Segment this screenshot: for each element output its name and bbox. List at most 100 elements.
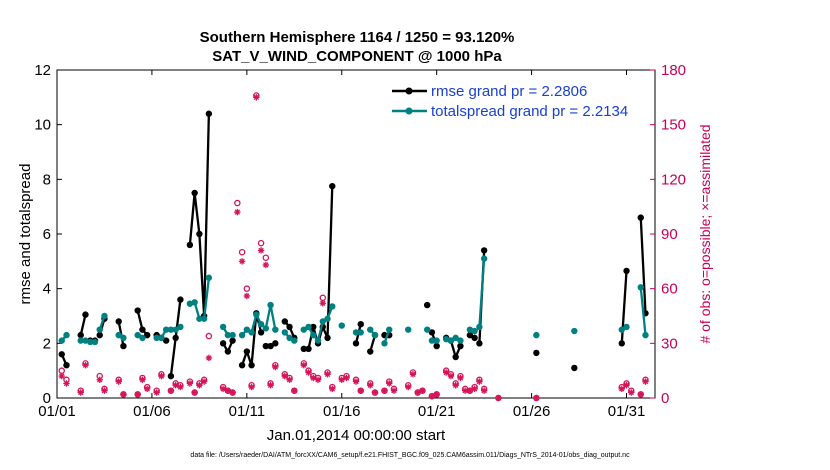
- totalspread-point: [642, 331, 649, 339]
- totalspread-point: [101, 312, 108, 320]
- obs-assimilated-point: [248, 383, 255, 391]
- rmse-point: [305, 345, 312, 352]
- totalspread-point: [452, 334, 459, 342]
- obs-assimilated-point: [390, 387, 398, 394]
- totalspread-point: [96, 326, 103, 333]
- rmse-point: [172, 334, 179, 342]
- obs-assimilated-point: [153, 389, 160, 396]
- obs-assimilated-point: [262, 261, 270, 269]
- obs-assimilated-point: [442, 369, 450, 376]
- totalspread-point: [172, 326, 179, 333]
- rmse-point: [286, 323, 293, 331]
- totalspread-point: [405, 326, 412, 333]
- rmse-point: [191, 189, 198, 197]
- rmse-point: [167, 372, 175, 380]
- rmse-point: [300, 345, 307, 352]
- totalspread-point: [219, 323, 227, 331]
- totalspread-point: [433, 337, 440, 344]
- obs-assimilated-point: [352, 378, 360, 385]
- rmse-line-segment: [639, 217, 647, 314]
- totalspread-point: [381, 340, 388, 347]
- obs-assimilated-markers: [58, 94, 649, 402]
- totalspread-point: [229, 331, 236, 339]
- x-tick-label: 01/06: [133, 403, 171, 420]
- totalspread-point: [324, 315, 331, 322]
- rmse-point: [533, 349, 540, 357]
- obs-assimilated-point: [386, 380, 393, 387]
- obs-assimilated-point: [205, 354, 213, 362]
- y-tick-label: 12: [34, 62, 51, 79]
- x-tick-label: 01/31: [608, 403, 646, 420]
- obs-assimilated-point: [324, 371, 331, 378]
- obs-assimilated-point: [495, 394, 502, 402]
- obs-assimilated-point: [452, 382, 459, 389]
- legend: rmse grand pr = 2.2806 totalspread grand…: [385, 82, 651, 124]
- obs-assimilated-point: [623, 382, 630, 389]
- legend-spread-marker: [405, 107, 413, 115]
- y-axis-label: rmse and totalspread: [17, 164, 34, 305]
- y2-tick-label: 150: [661, 117, 686, 134]
- obs-assimilated-point: [428, 392, 436, 400]
- rmse-point: [476, 340, 483, 347]
- totalspread-point: [291, 337, 298, 344]
- rmse-point: [623, 267, 630, 275]
- totalspread-point: [286, 334, 293, 342]
- rmse-point: [310, 323, 317, 331]
- rmse-point: [219, 340, 227, 347]
- rmse-point: [196, 230, 203, 238]
- obs-assimilated-point: [471, 385, 478, 393]
- obs-assimilated-point: [186, 380, 194, 387]
- y2-tick-label: 0: [661, 390, 669, 407]
- rmse-point: [637, 214, 644, 221]
- obs-assimilated-point: [405, 383, 412, 391]
- rmse-point: [324, 334, 331, 342]
- rmse-point: [357, 321, 364, 328]
- totalspread-point: [371, 331, 379, 339]
- y-tick-label: 4: [43, 281, 51, 298]
- obs-assimilated-point: [158, 372, 165, 380]
- rmse-point: [433, 342, 440, 350]
- rmse-point: [272, 340, 279, 347]
- totalspread-point: [253, 311, 260, 318]
- obs-assimilated-point: [134, 391, 141, 398]
- totalspread-point: [243, 326, 251, 333]
- obs-assimilated-point: [618, 385, 625, 393]
- obs-possible-point: [234, 199, 241, 207]
- rmse-point: [428, 329, 436, 336]
- totalspread-point: [139, 334, 146, 342]
- obs-assimilated-point: [357, 387, 364, 394]
- obs-assimilated-point: [457, 374, 464, 382]
- obs-assimilated-point: [343, 374, 350, 382]
- totalspread-point: [357, 329, 364, 336]
- rmse-point: [480, 247, 488, 254]
- obs-assimilated-point: [286, 376, 293, 383]
- totalspread-line-segment: [639, 287, 647, 336]
- totalspread-point: [267, 301, 274, 309]
- obs-assimilated-point: [77, 389, 84, 396]
- totalspread-point: [447, 337, 455, 344]
- obs-assimilated-point: [101, 387, 108, 394]
- totalspread-point: [262, 325, 270, 332]
- x-axis-ticks: 01/01 01/06 01/11 01/16 01/21 01/26 01/31: [38, 70, 645, 420]
- totalspread-point: [167, 326, 175, 333]
- y2-axis-ticks: 0 30 60 90 120 150 180: [650, 62, 686, 407]
- x-axis-label: Jan.01,2014 00:00:00 start: [267, 427, 446, 444]
- rmse-point: [281, 318, 289, 325]
- obs-assimilated-point: [63, 380, 70, 387]
- totalspread-point: [476, 323, 483, 331]
- totalspread-point: [623, 323, 630, 331]
- rmse-point: [205, 110, 213, 117]
- y2-axis-label: # of obs: o=possible; ×=assimilated: [697, 124, 713, 343]
- rmse-point: [466, 331, 474, 339]
- totalspread-point: [281, 329, 289, 336]
- y2-tick-label: 60: [661, 281, 678, 298]
- y2-tick-label: 180: [661, 62, 686, 79]
- rmse-point: [618, 340, 625, 347]
- obs-assimilated-point: [139, 376, 146, 383]
- rmse-point: [186, 241, 194, 249]
- rmse-point: [177, 296, 184, 303]
- rmse-point: [96, 331, 103, 339]
- rmse-point: [262, 342, 270, 350]
- totalspread-point: [58, 337, 65, 344]
